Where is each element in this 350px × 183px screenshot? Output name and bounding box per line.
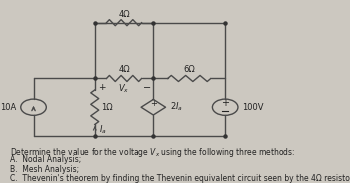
Text: +: + <box>98 83 105 92</box>
Text: 100V: 100V <box>242 103 264 112</box>
Text: 4Ω: 4Ω <box>118 10 130 19</box>
Text: $V_x$: $V_x$ <box>118 82 130 95</box>
Text: +: + <box>150 99 157 109</box>
Text: $I_a$: $I_a$ <box>99 124 106 137</box>
Text: Determine the value for the voltage $V_x$ using the following three methods:: Determine the value for the voltage $V_x… <box>9 146 295 159</box>
Text: B.  Mesh Analysis;: B. Mesh Analysis; <box>9 165 79 174</box>
Text: −: − <box>142 83 151 93</box>
Text: A.  Nodal Analysis;: A. Nodal Analysis; <box>9 155 81 164</box>
Text: 10A: 10A <box>0 103 17 112</box>
Text: 1Ω: 1Ω <box>100 103 112 112</box>
Text: C.  Thevenin's theorem by finding the Thevenin equivalent circuit seen by the 4Ω: C. Thevenin's theorem by finding the The… <box>9 174 350 183</box>
Text: +: + <box>221 98 229 108</box>
Text: 4Ω: 4Ω <box>118 65 130 74</box>
Text: 6Ω: 6Ω <box>183 65 195 74</box>
Text: 2$I_a$: 2$I_a$ <box>169 101 183 113</box>
